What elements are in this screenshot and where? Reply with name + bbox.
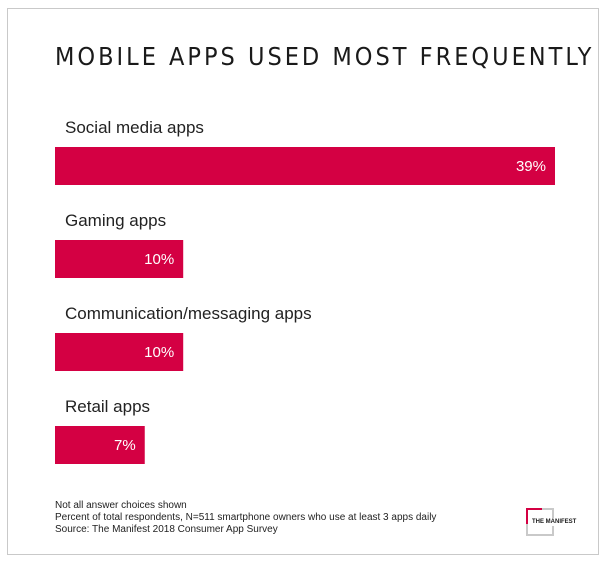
category-label: Communication/messaging apps <box>65 304 312 323</box>
bar <box>55 426 145 464</box>
bar <box>55 333 184 371</box>
bar <box>55 240 184 278</box>
note-line: Not all answer choices shown <box>55 500 187 511</box>
logo-text: THE MANIFEST <box>532 518 577 526</box>
value-label: 7% <box>114 437 136 454</box>
category-label: Gaming apps <box>65 211 166 230</box>
note-line: Percent of total respondents, N=511 smar… <box>55 512 437 523</box>
category-label: Social media apps <box>65 118 204 137</box>
note-line: Source: The Manifest 2018 Consumer App S… <box>55 524 278 535</box>
chart-title: MOBILE APPS USED MOST FREQUENTLY <box>55 42 595 71</box>
chart-notes: Not all answer choices shown Percent of … <box>55 500 436 536</box>
value-label: 39% <box>516 158 546 175</box>
bar <box>55 147 555 185</box>
value-label: 10% <box>144 344 174 361</box>
manifest-logo-icon: THE MANIFEST <box>526 508 576 536</box>
category-label: Retail apps <box>65 397 150 416</box>
value-label: 10% <box>144 251 174 268</box>
